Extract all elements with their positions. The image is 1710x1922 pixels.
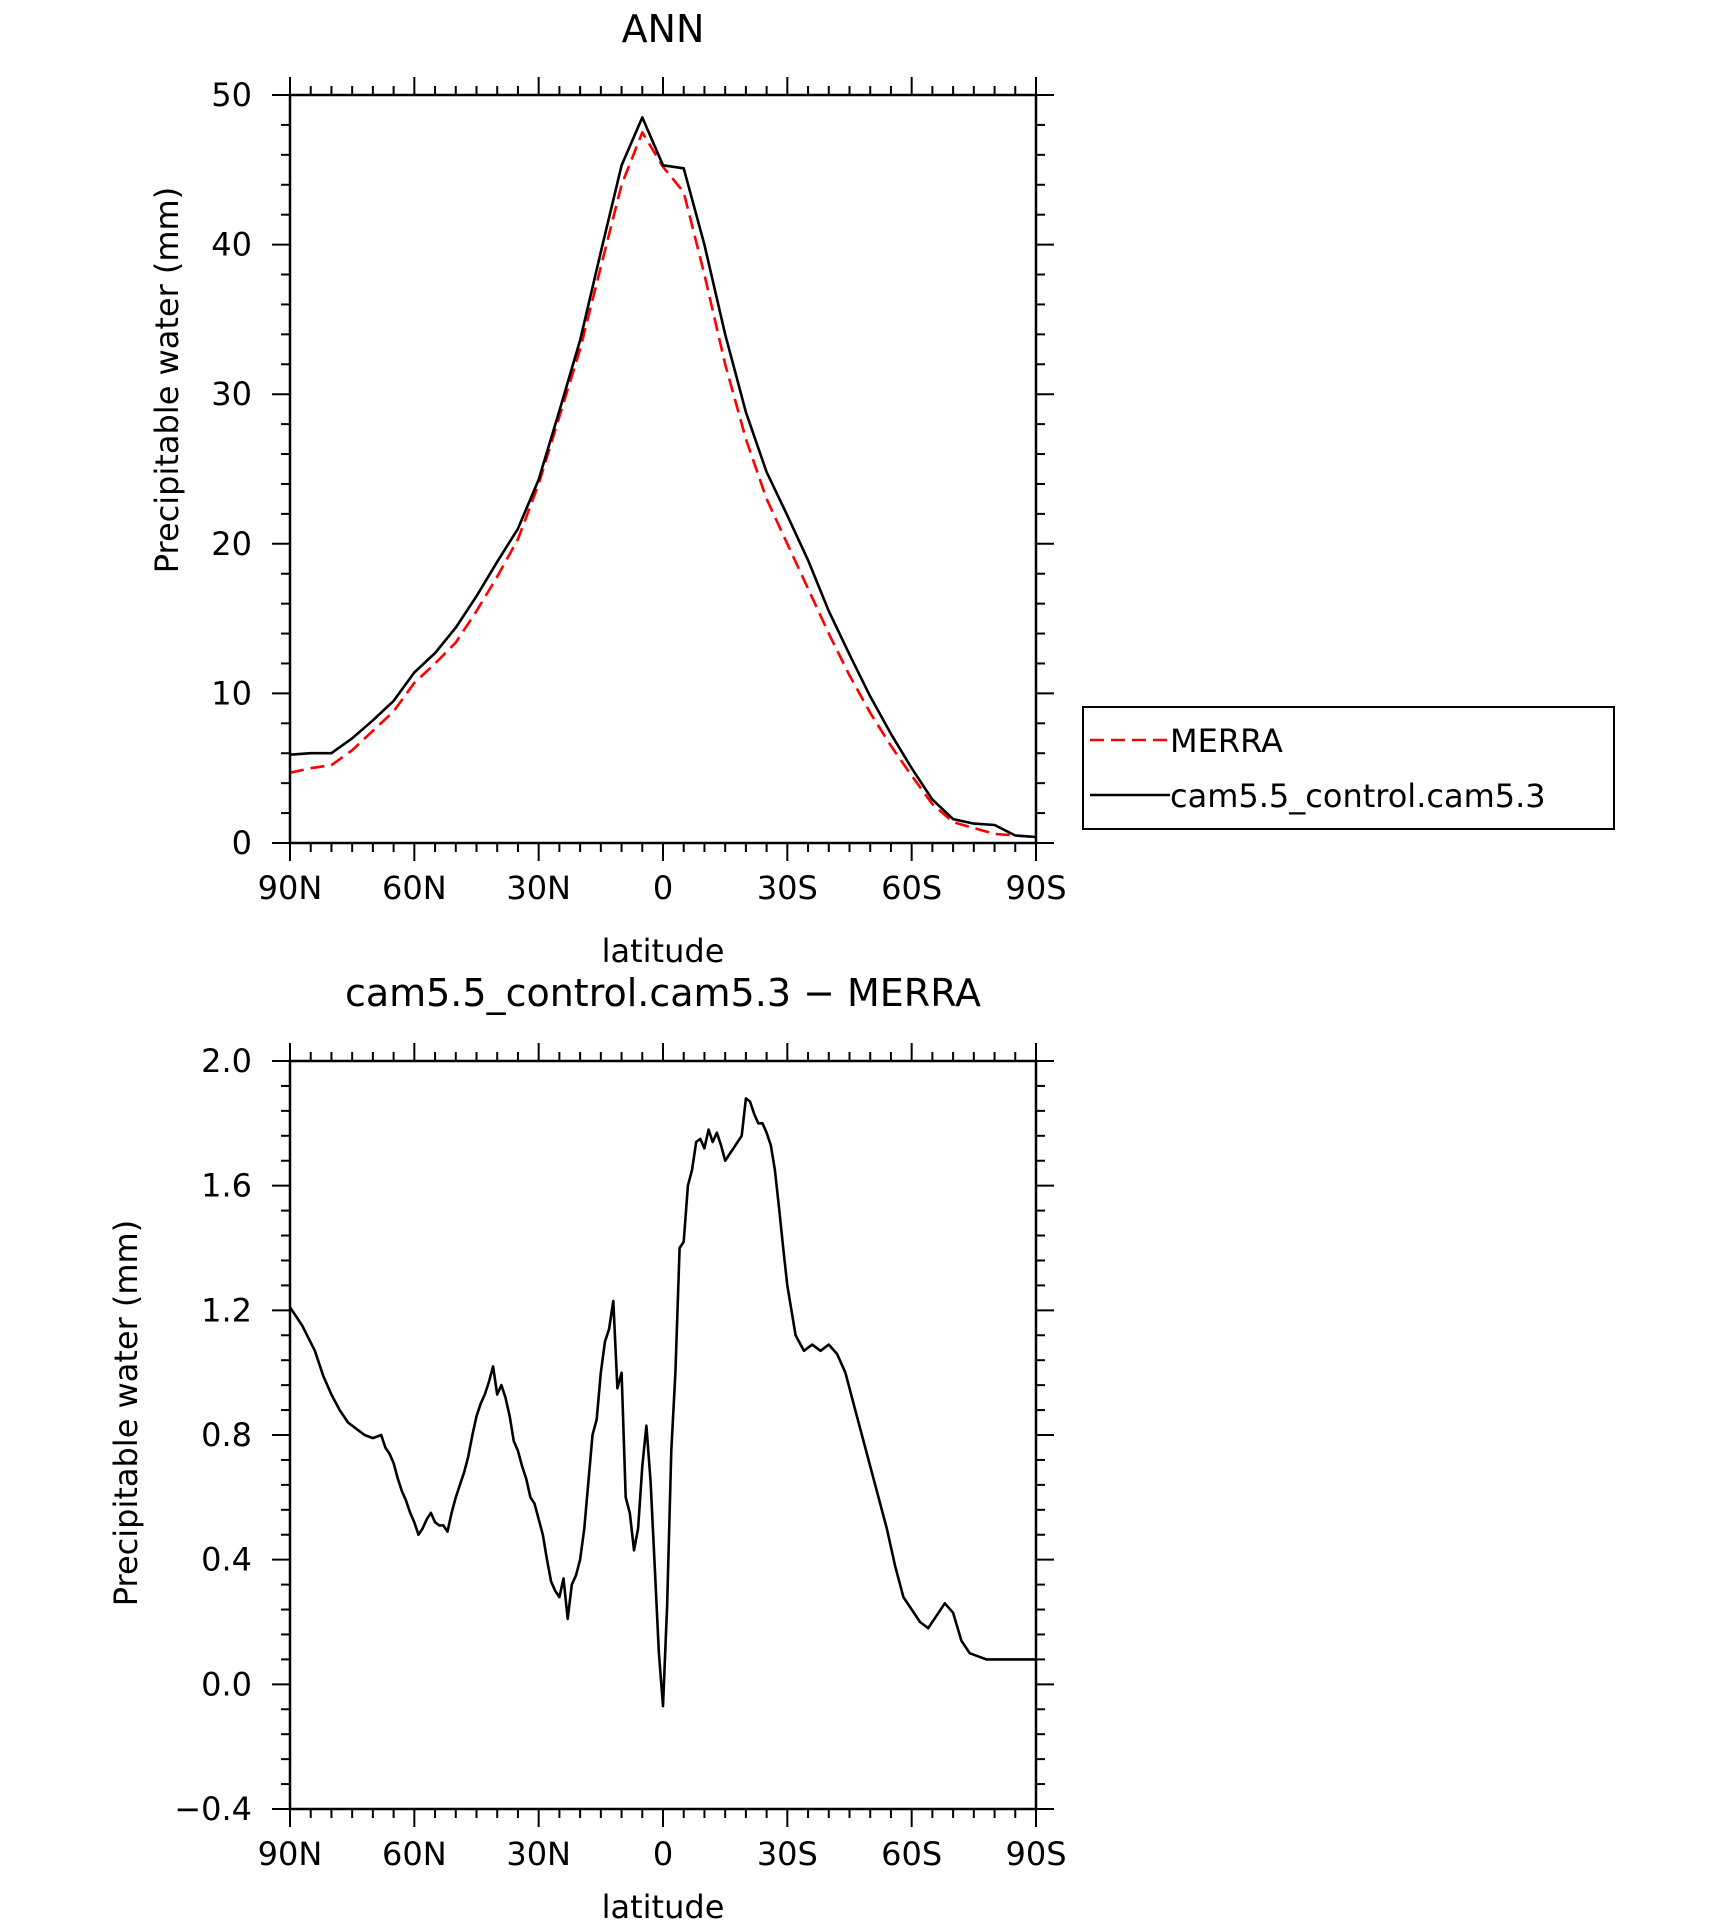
bottom-tick-labels: 90N 60N 30N 0 30S 60S 90S −0.4 0.0 0.4 0.8 1.2 1.6 2.… xyxy=(174,1042,1066,1873)
legend-merra-label: MERRA xyxy=(1170,722,1283,760)
bottom-axis-ticks xyxy=(272,1043,1054,1827)
y-tick-label: 30 xyxy=(211,375,252,413)
y-tick-label: 2.0 xyxy=(201,1042,252,1080)
legend-model-label: cam5.5_control.cam5.3 xyxy=(1170,777,1546,815)
x-tick-label: 90S xyxy=(1005,869,1066,907)
x-tick-label: 30S xyxy=(757,869,818,907)
y-tick-label: 1.6 xyxy=(201,1167,252,1205)
bottom-plot-frame xyxy=(288,1059,1038,1811)
y-tick-label: 10 xyxy=(211,674,252,712)
y-tick-label: 0.0 xyxy=(201,1665,252,1703)
top-chart-title: ANN xyxy=(622,7,705,51)
legend-box xyxy=(1082,706,1615,830)
x-tick-label: 0 xyxy=(653,1835,673,1873)
y-tick-label: 0.8 xyxy=(201,1416,252,1454)
annual-precipitable-water-panel: ANN Precipitable water (mm) latitude 90N… xyxy=(148,7,1615,970)
x-tick-label: 90N xyxy=(258,1835,323,1873)
top-y-axis-label: Precipitable water (mm) xyxy=(148,187,186,573)
top-series-line-merra xyxy=(289,131,1037,839)
bottom-series-line-0 xyxy=(288,1097,1036,1708)
y-tick-label: 0 xyxy=(232,824,252,862)
x-tick-label: 60S xyxy=(881,1835,942,1873)
y-tick-label: 50 xyxy=(211,76,252,114)
y-tick-label: 40 xyxy=(211,226,252,264)
top-plot-frame xyxy=(288,93,1038,845)
bottom-chart-title: cam5.5_control.cam5.3 − MERRA xyxy=(345,971,981,1015)
bottom-y-axis-label: Precipitable water (mm) xyxy=(107,1220,145,1606)
x-tick-label: 60S xyxy=(881,869,942,907)
bottom-series-lines xyxy=(288,1097,1036,1708)
x-tick-label: 30S xyxy=(757,1835,818,1873)
y-tick-label: −0.4 xyxy=(174,1790,252,1828)
top-tick-labels: 90N 60N 30N 0 30S 60S 90S 0 10 20 30 40 50 xyxy=(211,76,1066,907)
x-tick-label: 30N xyxy=(506,869,571,907)
y-tick-label: 20 xyxy=(211,525,252,563)
top-series-line-cam5-5-control-cam5-3 xyxy=(289,116,1037,839)
x-tick-label: 30N xyxy=(506,1835,571,1873)
x-tick-label: 90S xyxy=(1005,1835,1066,1873)
bottom-x-axis-label: latitude xyxy=(602,1888,725,1922)
difference-panel: cam5.5_control.cam5.3 − MERRA Precipitab… xyxy=(107,971,1067,1922)
y-tick-label: 0.4 xyxy=(201,1541,252,1579)
x-tick-label: 0 xyxy=(653,869,673,907)
top-series-lines xyxy=(289,116,1037,839)
x-tick-label: 90N xyxy=(258,869,323,907)
y-tick-label: 1.2 xyxy=(201,1291,252,1329)
top-x-axis-label: latitude xyxy=(602,932,725,970)
top-axis-ticks xyxy=(272,77,1054,861)
x-tick-label: 60N xyxy=(382,1835,447,1873)
x-tick-label: 60N xyxy=(382,869,447,907)
legend: MERRA cam5.5_control.cam5.3 xyxy=(1082,706,1615,830)
